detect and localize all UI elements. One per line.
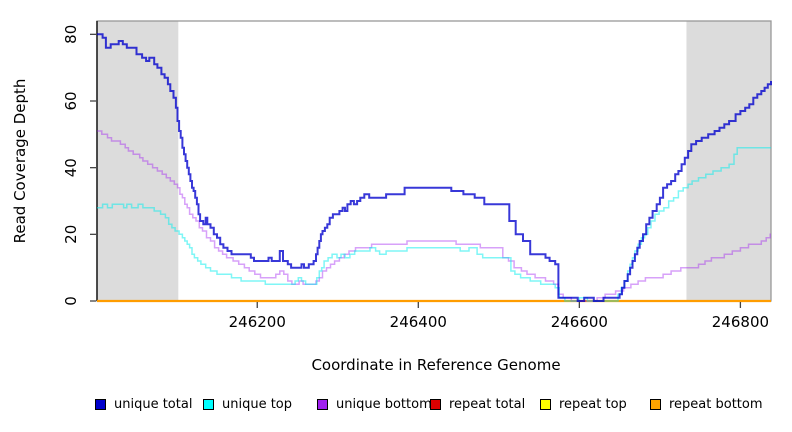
unique-total-swatch-icon — [95, 399, 106, 410]
legend-label: unique total — [114, 397, 193, 412]
plot-svg: 246200 246400 246600 246800 0 20 40 60 80 — [62, 20, 772, 331]
legend-label: unique top — [222, 397, 293, 412]
legend-label: repeat top — [559, 397, 627, 412]
y-axis-title: Read Coverage Depth — [11, 78, 29, 244]
legend-label: repeat bottom — [669, 397, 763, 412]
y-tick-label: 60 — [62, 91, 80, 110]
legend-label: repeat total — [449, 397, 526, 412]
legend-item-unique-bottom: unique bottom — [317, 397, 432, 412]
y-tick-label: 40 — [62, 158, 80, 177]
legend-item-unique-top: unique top — [203, 397, 292, 412]
y-tick-label: 80 — [62, 25, 80, 44]
x-tick-label: 246200 — [229, 313, 286, 331]
legend-item-repeat-top: repeat top — [540, 397, 627, 412]
y-tick-label: 20 — [62, 225, 80, 244]
legend-item-repeat-bottom: repeat bottom — [650, 397, 763, 412]
series-line-unique-top — [97, 146, 771, 302]
series-line-unique-bottom — [97, 130, 771, 302]
x-axis-title: Coordinate in Reference Genome — [311, 356, 561, 374]
x-tick-label: 246400 — [390, 313, 447, 331]
legend-label: unique bottom — [336, 397, 432, 412]
unique-bottom-swatch-icon — [317, 399, 328, 410]
legend-item-repeat-total: repeat total — [430, 397, 525, 412]
repeat-top-swatch-icon — [540, 399, 551, 410]
legend-item-unique-total: unique total — [95, 397, 192, 412]
x-tick-label: 246600 — [551, 313, 608, 331]
repeat-bottom-swatch-icon — [650, 399, 661, 410]
y-tick-label: 0 — [62, 296, 80, 306]
unique-top-swatch-icon — [203, 399, 214, 410]
repeat-region-shading — [686, 21, 771, 301]
repeat-region-shading — [97, 21, 179, 301]
repeat-total-swatch-icon — [430, 399, 441, 410]
series-line-unique-total — [97, 33, 772, 302]
x-tick-label: 246800 — [712, 313, 769, 331]
